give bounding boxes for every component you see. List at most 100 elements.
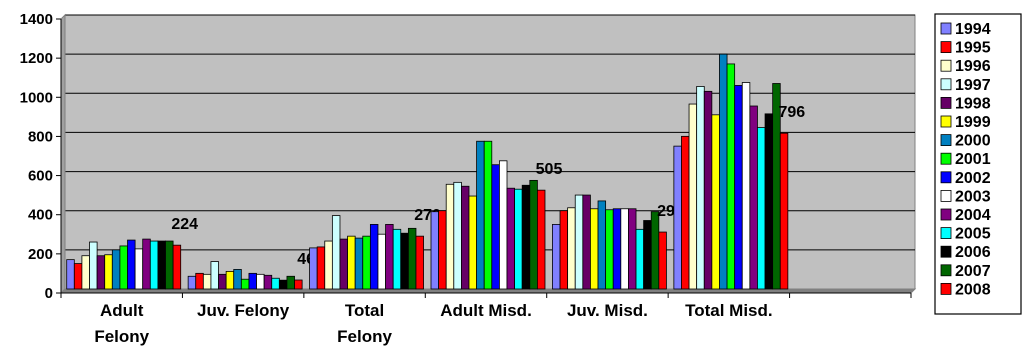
legend-label: 2002 bbox=[955, 170, 991, 187]
legend-label: 2003 bbox=[955, 188, 991, 205]
bar-1997-0 bbox=[89, 241, 98, 290]
legend-label: 2000 bbox=[955, 133, 991, 150]
legend-swatch bbox=[940, 208, 952, 221]
bar-2001-3 bbox=[483, 140, 493, 290]
y-tick-label: 0 bbox=[45, 285, 53, 302]
bar-2006-3 bbox=[521, 184, 531, 290]
bar-2002-2 bbox=[369, 224, 379, 290]
y-tick-label: 400 bbox=[28, 207, 53, 224]
bar-2006-2 bbox=[400, 232, 409, 290]
bar-2008-0 bbox=[172, 244, 182, 290]
bar-2002-0 bbox=[127, 239, 136, 290]
bar-1995-2 bbox=[316, 246, 326, 290]
bar-1999-4 bbox=[590, 208, 599, 290]
bar-1994-5 bbox=[673, 145, 682, 290]
bar-2008-1 bbox=[294, 279, 303, 290]
y-tick-label: 1000 bbox=[20, 89, 53, 106]
bar-2003-5 bbox=[741, 82, 751, 290]
bar-2005-2 bbox=[392, 228, 402, 290]
bar-2001-0 bbox=[119, 245, 128, 290]
legend-label: 1994 bbox=[955, 21, 991, 38]
bar-1999-1 bbox=[225, 270, 235, 290]
bar-1997-5 bbox=[696, 86, 705, 290]
data-label: 796 bbox=[779, 104, 806, 121]
x-tick-label: Total bbox=[345, 301, 384, 320]
bar-2003-4 bbox=[620, 208, 629, 290]
side-wall bbox=[60, 13, 66, 295]
bar-2000-0 bbox=[111, 249, 121, 290]
bar-2001-2 bbox=[362, 235, 371, 290]
bar-1994-1 bbox=[187, 275, 197, 290]
bar-1997-2 bbox=[331, 215, 341, 290]
bar-2006-1 bbox=[278, 279, 288, 290]
bar-2007-1 bbox=[286, 275, 295, 290]
bar-1996-0 bbox=[81, 255, 90, 290]
legend-label: 2004 bbox=[955, 207, 991, 224]
legend-swatch bbox=[940, 152, 952, 165]
bar-1995-3 bbox=[438, 210, 447, 290]
bar-1996-4 bbox=[567, 207, 576, 290]
bar-1999-2 bbox=[347, 235, 356, 290]
bar-2003-3 bbox=[498, 160, 508, 290]
bar-2001-4 bbox=[605, 209, 614, 290]
legend-swatch bbox=[940, 22, 952, 35]
legend-swatch bbox=[940, 78, 952, 91]
legend-label: 2005 bbox=[955, 226, 991, 243]
bar-2005-5 bbox=[757, 127, 766, 290]
bar-2005-0 bbox=[149, 240, 159, 290]
bar-2004-0 bbox=[142, 238, 151, 290]
bar-1999-5 bbox=[711, 114, 720, 290]
bar-1994-0 bbox=[66, 259, 75, 290]
bar-2004-4 bbox=[628, 208, 637, 290]
x-tick-label: Adult Misd. bbox=[440, 301, 532, 320]
legend-swatch bbox=[940, 59, 952, 72]
bar-2004-2 bbox=[385, 224, 394, 290]
bar-1998-4 bbox=[582, 194, 591, 290]
data-label: 505 bbox=[536, 161, 563, 178]
bar-2006-4 bbox=[643, 220, 652, 290]
bar-2004-1 bbox=[263, 274, 273, 290]
bar-2003-2 bbox=[377, 233, 386, 290]
bar-2004-5 bbox=[749, 105, 758, 290]
x-tick-label: Juv. Misd. bbox=[567, 301, 648, 320]
bar-2002-1 bbox=[248, 272, 257, 290]
legend-swatch bbox=[940, 189, 952, 202]
bar-1996-1 bbox=[202, 273, 212, 290]
bar-2000-3 bbox=[476, 140, 485, 290]
bar-1995-1 bbox=[195, 272, 204, 290]
bar-2002-4 bbox=[612, 208, 622, 290]
bar-2006-0 bbox=[157, 240, 166, 290]
bar-1996-3 bbox=[445, 183, 455, 290]
bar-1996-5 bbox=[688, 103, 698, 290]
bar-1995-0 bbox=[73, 263, 83, 290]
legend-label: 2007 bbox=[955, 263, 991, 280]
legend-swatch bbox=[940, 282, 952, 295]
y-tick-label: 1400 bbox=[20, 11, 53, 28]
bar-1998-1 bbox=[218, 273, 227, 290]
bar-2005-1 bbox=[271, 277, 280, 290]
bar-2007-0 bbox=[165, 240, 174, 290]
legend-label: 2006 bbox=[955, 244, 991, 261]
x-tick-label: Felony bbox=[94, 327, 149, 346]
bar-1994-2 bbox=[309, 247, 318, 290]
bar-1998-2 bbox=[339, 238, 348, 290]
legend-swatch bbox=[940, 115, 952, 128]
bar-2004-3 bbox=[506, 187, 515, 290]
x-tick-label: Adult bbox=[100, 301, 144, 320]
bar-1997-4 bbox=[574, 194, 584, 290]
data-label: 224 bbox=[171, 216, 198, 233]
bar-1997-1 bbox=[210, 261, 219, 290]
bar-1995-4 bbox=[559, 210, 569, 290]
x-tick-label: Total Misd. bbox=[685, 301, 773, 320]
legend-swatch bbox=[940, 245, 952, 258]
bar-2001-1 bbox=[240, 278, 250, 290]
bar-2008-3 bbox=[537, 189, 546, 290]
legend-swatch bbox=[940, 264, 952, 277]
x-tick-label: Felony bbox=[337, 327, 392, 346]
bar-2007-3 bbox=[529, 179, 538, 290]
bar-2000-2 bbox=[354, 237, 364, 290]
bar-2008-4 bbox=[658, 231, 667, 290]
legend-label: 1996 bbox=[955, 58, 991, 75]
bar-2008-5 bbox=[779, 132, 789, 290]
